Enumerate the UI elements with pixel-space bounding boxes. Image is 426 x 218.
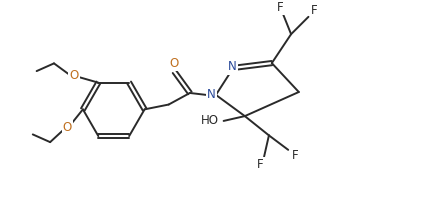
Text: F: F xyxy=(276,1,283,14)
Text: O: O xyxy=(69,69,79,82)
Text: O: O xyxy=(168,57,178,70)
Text: F: F xyxy=(291,149,297,162)
Text: F: F xyxy=(310,3,317,17)
Text: F: F xyxy=(256,158,263,171)
Text: N: N xyxy=(206,89,215,101)
Text: N: N xyxy=(227,60,236,73)
Text: O: O xyxy=(63,121,72,134)
Text: HO: HO xyxy=(201,114,219,128)
